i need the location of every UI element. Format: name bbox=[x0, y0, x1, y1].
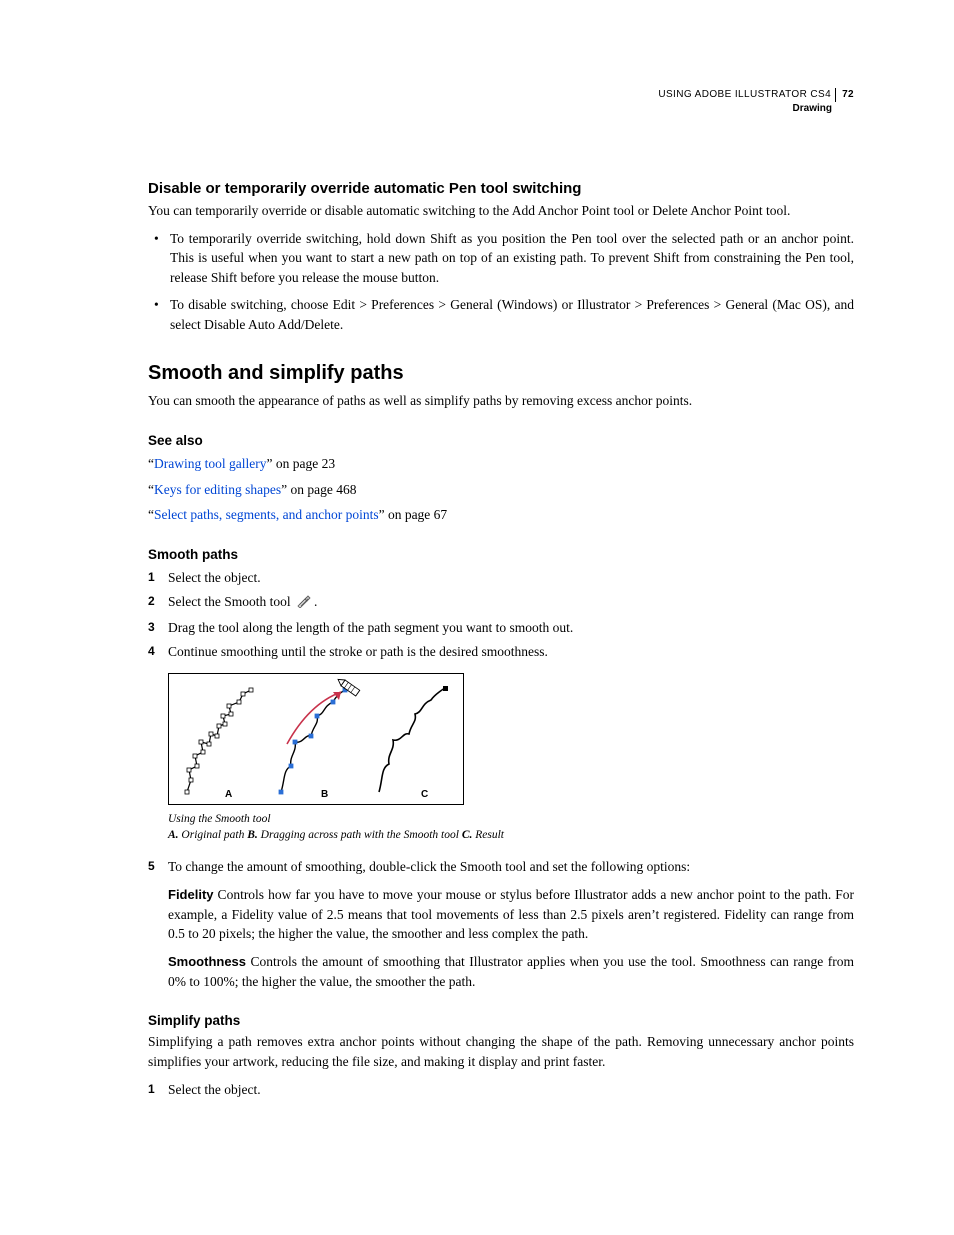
step-item: To change the amount of smoothing, doubl… bbox=[148, 857, 854, 877]
link-select-paths[interactable]: Select paths, segments, and anchor point… bbox=[154, 507, 379, 522]
figure-label-c: C bbox=[421, 789, 428, 800]
link-drawing-tool-gallery[interactable]: Drawing tool gallery bbox=[154, 456, 266, 471]
link-keys-editing-shapes[interactable]: Keys for editing shapes bbox=[154, 482, 281, 497]
book-title: USING ADOBE ILLUSTRATOR CS4 bbox=[658, 89, 831, 100]
definition-fidelity: Fidelity Controls how far you have to mo… bbox=[168, 885, 854, 944]
step-item: Drag the tool along the length of the pa… bbox=[148, 618, 854, 638]
smooth-tool-icon bbox=[296, 594, 312, 614]
step-item: Select the object. bbox=[148, 1080, 854, 1100]
page-number: 72 bbox=[835, 88, 854, 102]
heading-disable-pen-switching: Disable or temporarily override automati… bbox=[148, 180, 854, 197]
bullet-list-pen: To temporarily override switching, hold … bbox=[148, 229, 854, 335]
xref-line: “Select paths, segments, and anchor poin… bbox=[148, 505, 854, 525]
intro-smooth-simplify: You can smooth the appearance of paths a… bbox=[148, 391, 854, 411]
heading-smooth-simplify: Smooth and simplify paths bbox=[148, 362, 854, 385]
intro-simplify: Simplifying a path removes extra anchor … bbox=[148, 1032, 854, 1071]
heading-see-also: See also bbox=[148, 433, 854, 448]
heading-smooth-paths: Smooth paths bbox=[148, 547, 854, 562]
heading-simplify-paths: Simplify paths bbox=[148, 1013, 854, 1028]
running-header: USING ADOBE ILLUSTRATOR CS4 72 Drawing bbox=[658, 88, 854, 116]
chapter-title: Drawing bbox=[658, 102, 854, 116]
intro-disable-pen: You can temporarily override or disable … bbox=[148, 201, 854, 221]
figure-smooth-tool: A B C bbox=[168, 673, 854, 805]
step-item: Select the object. bbox=[148, 568, 854, 588]
figure-caption: Using the Smooth tool A. Original path B… bbox=[168, 811, 854, 843]
figure-title: Using the Smooth tool bbox=[168, 811, 854, 827]
smooth-tool-illustration bbox=[169, 674, 463, 804]
step-item: Select the Smooth tool . bbox=[148, 592, 854, 614]
step-item: Continue smoothing until the stroke or p… bbox=[148, 642, 854, 662]
steps-smooth-cont: To change the amount of smoothing, doubl… bbox=[148, 857, 854, 877]
figure-label-a: A bbox=[225, 789, 232, 800]
definition-smoothness: Smoothness Controls the amount of smooth… bbox=[168, 952, 854, 991]
steps-simplify: Select the object. bbox=[148, 1080, 854, 1100]
xref-line: “Keys for editing shapes” on page 468 bbox=[148, 480, 854, 500]
xref-line: “Drawing tool gallery” on page 23 bbox=[148, 454, 854, 474]
steps-smooth: Select the object. Select the Smooth too… bbox=[148, 568, 854, 663]
figure-label-b: B bbox=[321, 789, 328, 800]
bullet-item: To temporarily override switching, hold … bbox=[148, 229, 854, 288]
bullet-item: To disable switching, choose Edit > Pref… bbox=[148, 295, 854, 334]
